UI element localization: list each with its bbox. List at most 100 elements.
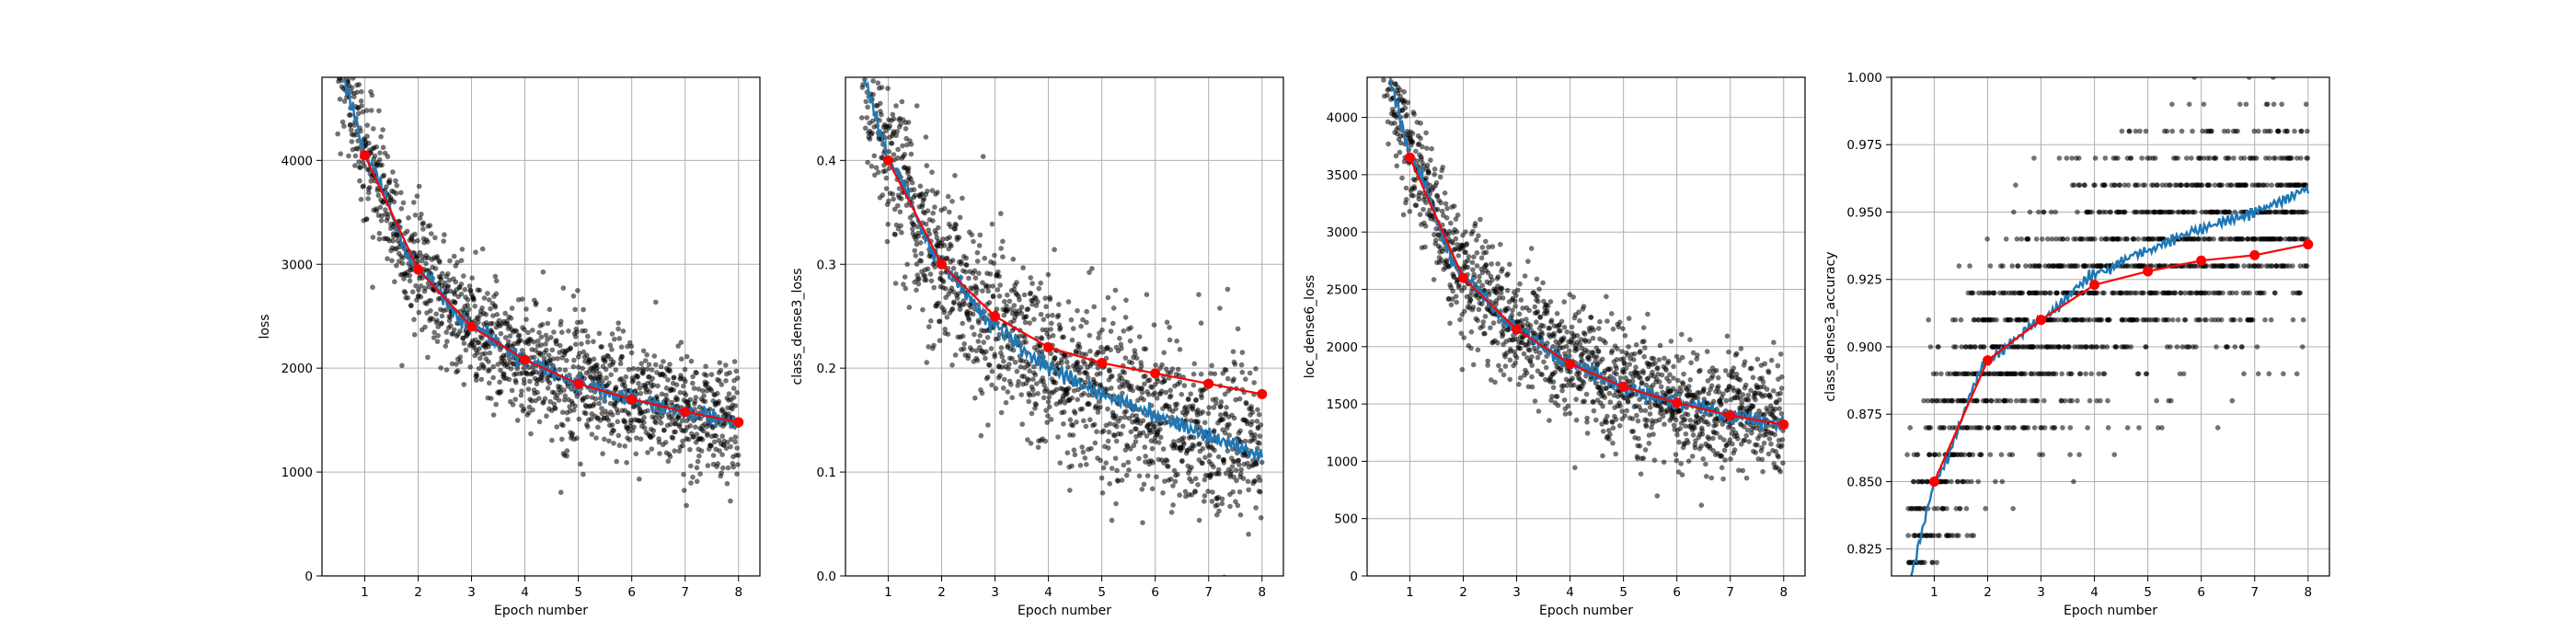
batch-point	[890, 111, 896, 118]
batch-point	[893, 222, 900, 228]
batch-point	[1143, 346, 1149, 352]
batch-point	[1052, 380, 1059, 385]
batch-point	[1122, 315, 1129, 320]
batch-point	[1105, 406, 1110, 412]
batch-point	[412, 231, 418, 237]
batch-point	[357, 178, 362, 184]
batch-point	[996, 293, 1003, 299]
batch-point	[1236, 462, 1242, 467]
batch-point	[1118, 431, 1124, 437]
batch-point	[556, 397, 562, 403]
batch-point	[1169, 366, 1176, 372]
batch-point	[1486, 292, 1492, 297]
batch-point	[1666, 378, 1673, 385]
batch-point	[1490, 320, 1497, 326]
batch-point	[411, 332, 418, 338]
batch-point	[1179, 458, 1185, 464]
batch-point	[530, 365, 536, 371]
batch-point	[1401, 89, 1407, 95]
batch-point	[577, 390, 583, 397]
batch-point	[1010, 256, 1017, 262]
batch-point	[1938, 371, 1944, 377]
batch-point	[390, 169, 396, 175]
batch-point	[434, 339, 441, 345]
batch-point	[1600, 429, 1606, 434]
batch-point	[1549, 394, 1555, 399]
batch-point	[571, 357, 577, 363]
batch-point	[1155, 378, 1161, 385]
batch-point	[1112, 455, 1119, 462]
batch-point	[1256, 411, 1262, 418]
batch-point	[571, 408, 577, 413]
batch-point	[346, 153, 351, 159]
batch-point	[1963, 506, 1970, 512]
batch-point	[1115, 478, 1121, 484]
batch-point	[1671, 422, 1677, 429]
batch-point	[1411, 111, 1417, 117]
batch-point	[447, 258, 453, 264]
batch-point	[439, 320, 444, 327]
batch-point	[1143, 373, 1148, 379]
batch-point	[451, 253, 457, 259]
batch-point	[609, 422, 615, 428]
batch-point	[1686, 388, 1693, 395]
batch-point	[1192, 476, 1199, 481]
batch-point	[549, 437, 555, 443]
batch-point	[676, 448, 683, 454]
batch-point	[573, 334, 579, 339]
batch-point	[457, 328, 463, 334]
batch-point	[394, 262, 399, 269]
batch-point	[457, 359, 464, 365]
batch-point	[892, 232, 898, 237]
batch-point	[1733, 351, 1740, 357]
batch-point	[1507, 357, 1513, 363]
batch-point	[667, 454, 673, 460]
batch-point	[1964, 533, 1971, 538]
batch-point	[1037, 343, 1043, 349]
batch-point	[1565, 403, 1571, 409]
batch-point	[1083, 423, 1089, 430]
batch-point	[408, 303, 414, 309]
batch-point	[1455, 213, 1461, 218]
batch-point	[1454, 229, 1460, 235]
batch-point	[1489, 244, 1496, 249]
batch-point	[1152, 423, 1157, 430]
batch-point	[494, 312, 500, 317]
batch-point	[1742, 359, 1748, 365]
batch-point	[1760, 379, 1766, 385]
batch-point	[891, 206, 898, 213]
batch-point	[1414, 158, 1420, 164]
batch-point	[1192, 489, 1198, 495]
batch-point	[1170, 502, 1176, 508]
batch-point	[681, 488, 687, 493]
batch-point	[397, 219, 402, 224]
batch-point	[1084, 371, 1090, 377]
batch-point	[1070, 422, 1075, 429]
batch-point	[1235, 502, 1241, 509]
batch-point	[995, 287, 1001, 293]
batch-point	[1921, 587, 1926, 592]
batch-point	[591, 339, 596, 345]
batch-point	[1162, 478, 1167, 484]
batch-point	[427, 223, 433, 228]
batch-point	[418, 283, 424, 289]
batch-point	[389, 258, 395, 264]
batch-point	[1975, 478, 1981, 485]
batch-point	[991, 260, 997, 266]
batch-point	[730, 464, 736, 470]
batch-point	[605, 417, 612, 423]
batch-point	[663, 385, 670, 391]
batch-point	[1910, 614, 1915, 619]
batch-point	[461, 273, 466, 279]
epoch-point	[990, 311, 1001, 322]
batch-point	[1670, 385, 1676, 392]
batch-point	[1641, 339, 1647, 344]
batch-point	[976, 270, 982, 276]
batch-point	[1498, 241, 1503, 247]
batch-point	[1029, 386, 1036, 393]
batch-point	[1478, 255, 1485, 261]
batch-point	[1180, 435, 1187, 441]
batch-point	[1500, 266, 1505, 272]
batch-point	[1916, 614, 1922, 619]
